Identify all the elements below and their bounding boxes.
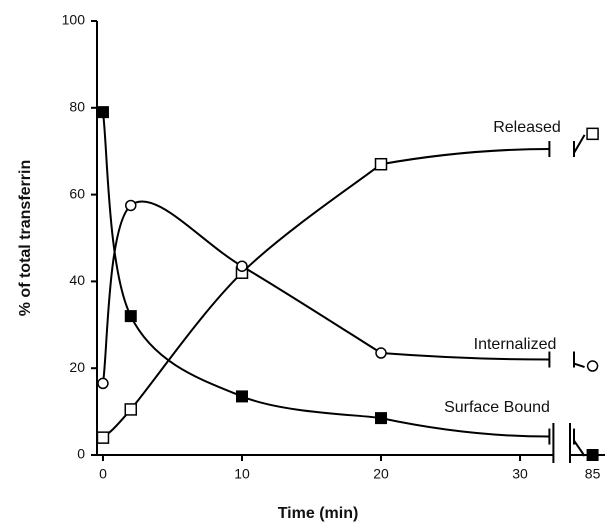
x-axis-title: Time (min): [278, 505, 359, 522]
x-tick-label: 85: [585, 466, 601, 482]
break-connector: [573, 134, 586, 154]
y-tick-label: 80: [69, 99, 85, 115]
marker: [124, 403, 138, 416]
break-connector: [573, 439, 586, 457]
y-tick-label: 40: [69, 272, 85, 288]
marker: [374, 157, 388, 171]
y-tick-label: 0: [77, 446, 85, 462]
marker: [235, 390, 248, 403]
marker: [96, 106, 109, 119]
marker: [375, 347, 387, 359]
marker: [236, 260, 248, 272]
series-line: [102, 163, 382, 439]
marker: [96, 431, 110, 444]
marker: [124, 310, 137, 323]
y-tick-label: 60: [69, 185, 85, 201]
break-connector: [573, 362, 585, 368]
break-connector: [380, 148, 550, 166]
x-tick-label: 30: [512, 466, 528, 482]
y-tick-label: 20: [69, 359, 85, 375]
x-tick-label: 20: [373, 466, 389, 482]
marker: [586, 127, 599, 141]
series-label: Surface Bound: [444, 399, 550, 416]
break-connector: [380, 417, 550, 438]
x-tick-label: 10: [234, 466, 250, 482]
series-label: Released: [493, 119, 561, 136]
marker: [586, 360, 599, 372]
series-line: [101, 112, 382, 420]
marker: [586, 449, 599, 461]
series-label: Internalized: [474, 336, 557, 353]
break-connector: [380, 352, 550, 361]
y-tick-label: 100: [62, 12, 86, 28]
marker: [97, 377, 109, 390]
marker: [125, 199, 137, 212]
series-line: [101, 200, 382, 384]
y-axis-title: % of total transferrin: [17, 160, 34, 316]
x-tick-label: 0: [99, 466, 107, 482]
marker: [375, 412, 388, 425]
